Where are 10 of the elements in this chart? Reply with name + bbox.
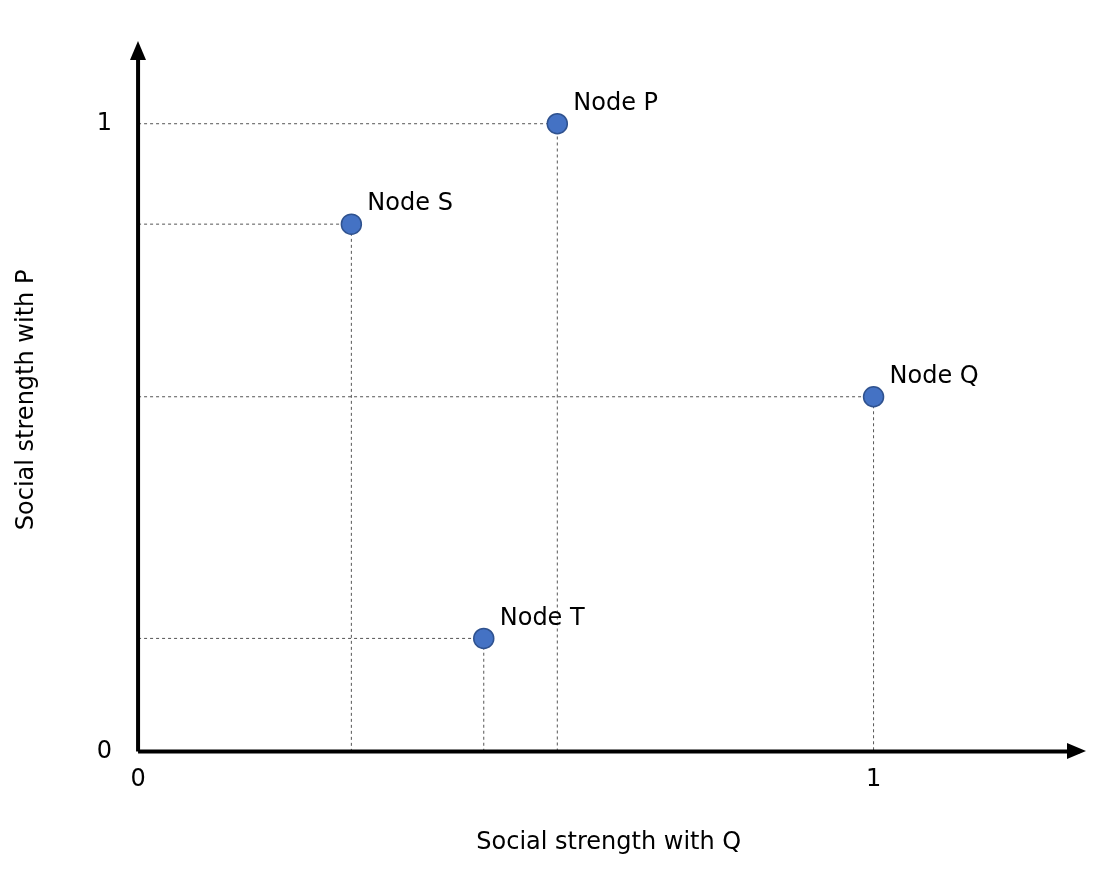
x-axis-title: Social strength with Q (476, 826, 742, 855)
point (546, 112, 569, 135)
annotation: Node P (573, 87, 659, 116)
annotation: Node T (499, 602, 586, 631)
y-axis-title: Social strength with P (10, 269, 39, 531)
point (340, 213, 363, 235)
annotation: Node Q (889, 361, 979, 389)
point (862, 386, 885, 408)
annotation: Node S (367, 188, 453, 217)
point (473, 627, 495, 650)
